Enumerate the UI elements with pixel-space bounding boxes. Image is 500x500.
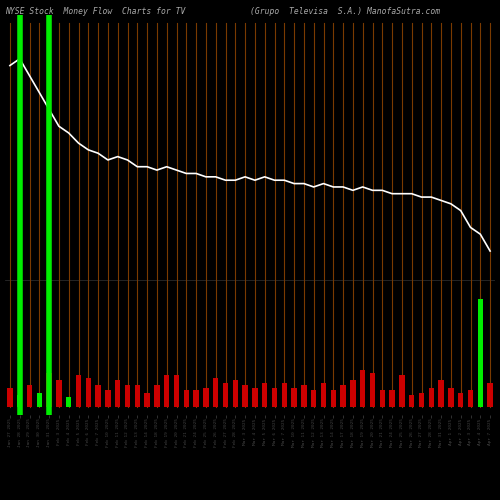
Bar (115, 380, 120, 407)
Bar (428, 388, 434, 407)
Bar (468, 390, 473, 407)
Bar (66, 398, 71, 407)
Bar (301, 385, 306, 407)
Bar (360, 370, 366, 408)
Bar (36, 392, 42, 407)
Bar (164, 376, 170, 408)
Bar (154, 385, 160, 407)
Bar (56, 380, 62, 407)
Bar (478, 299, 483, 408)
Bar (96, 385, 101, 407)
Bar (292, 388, 297, 407)
Bar (409, 395, 414, 407)
Bar (184, 390, 189, 407)
Bar (7, 388, 12, 407)
Bar (105, 390, 110, 407)
Bar (76, 376, 81, 408)
Bar (144, 392, 150, 407)
Bar (17, 395, 22, 407)
Bar (321, 382, 326, 407)
Bar (330, 390, 336, 407)
Bar (86, 378, 91, 408)
Bar (134, 385, 140, 407)
Bar (232, 380, 238, 407)
Bar (272, 388, 277, 407)
Bar (458, 392, 464, 407)
Bar (46, 373, 52, 408)
Text: NYSE Stock  Money Flow  Charts for TV: NYSE Stock Money Flow Charts for TV (5, 8, 186, 16)
Bar (262, 382, 268, 407)
Text: (Grupo  Televisa  S.A.) ManofaSutra.com: (Grupo Televisa S.A.) ManofaSutra.com (250, 8, 440, 16)
Bar (203, 388, 208, 407)
Bar (252, 388, 258, 407)
Bar (125, 385, 130, 407)
Bar (311, 390, 316, 407)
Bar (419, 392, 424, 407)
Bar (242, 385, 248, 407)
Bar (350, 380, 356, 407)
Bar (448, 388, 454, 407)
Bar (174, 376, 179, 408)
Bar (390, 390, 395, 407)
Bar (27, 385, 32, 407)
Bar (370, 373, 375, 408)
Bar (213, 378, 218, 408)
Bar (223, 382, 228, 407)
Bar (399, 376, 404, 408)
Bar (488, 382, 493, 407)
Bar (380, 390, 385, 407)
Bar (438, 380, 444, 407)
Bar (194, 390, 199, 407)
Bar (282, 382, 287, 407)
Bar (340, 385, 346, 407)
